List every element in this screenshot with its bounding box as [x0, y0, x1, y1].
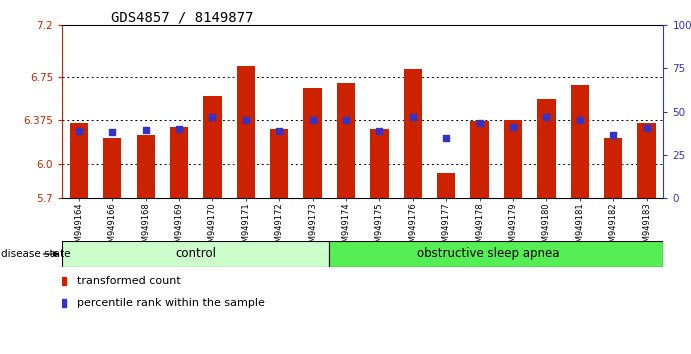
Point: [341, 117, 352, 122]
Point: [407, 114, 418, 120]
Bar: [237, 67, 255, 198]
Text: transformed count: transformed count: [77, 276, 180, 286]
Point: [173, 126, 184, 132]
Point: [507, 124, 518, 129]
Bar: [330, 241, 663, 267]
Point: [374, 129, 385, 134]
Bar: [370, 129, 388, 198]
Point: [106, 130, 117, 135]
Point: [441, 135, 452, 141]
Point: [541, 114, 552, 120]
Point: [274, 129, 285, 134]
Bar: [337, 82, 355, 198]
Bar: [471, 121, 489, 198]
Bar: [270, 129, 288, 198]
Bar: [538, 99, 556, 198]
Point: [307, 117, 318, 122]
Bar: [103, 138, 122, 198]
Point: [474, 120, 485, 126]
Point: [608, 132, 619, 137]
Point: [73, 129, 84, 134]
Bar: [70, 123, 88, 198]
Text: obstructive sleep apnea: obstructive sleep apnea: [417, 247, 559, 261]
Text: percentile rank within the sample: percentile rank within the sample: [77, 298, 265, 308]
Bar: [303, 88, 322, 198]
Text: GDS4857 / 8149877: GDS4857 / 8149877: [111, 11, 253, 25]
Bar: [638, 123, 656, 198]
Bar: [203, 97, 222, 198]
Point: [641, 125, 652, 131]
Text: disease state: disease state: [1, 249, 70, 259]
Bar: [170, 126, 188, 198]
Bar: [137, 135, 155, 198]
Bar: [604, 138, 623, 198]
Bar: [504, 120, 522, 198]
Bar: [404, 69, 422, 198]
Point: [574, 118, 585, 123]
Point: [207, 114, 218, 120]
Bar: [437, 173, 455, 198]
Point: [140, 127, 151, 133]
Bar: [571, 85, 589, 198]
Bar: [62, 241, 330, 267]
Text: control: control: [176, 247, 216, 261]
Point: [240, 117, 252, 122]
